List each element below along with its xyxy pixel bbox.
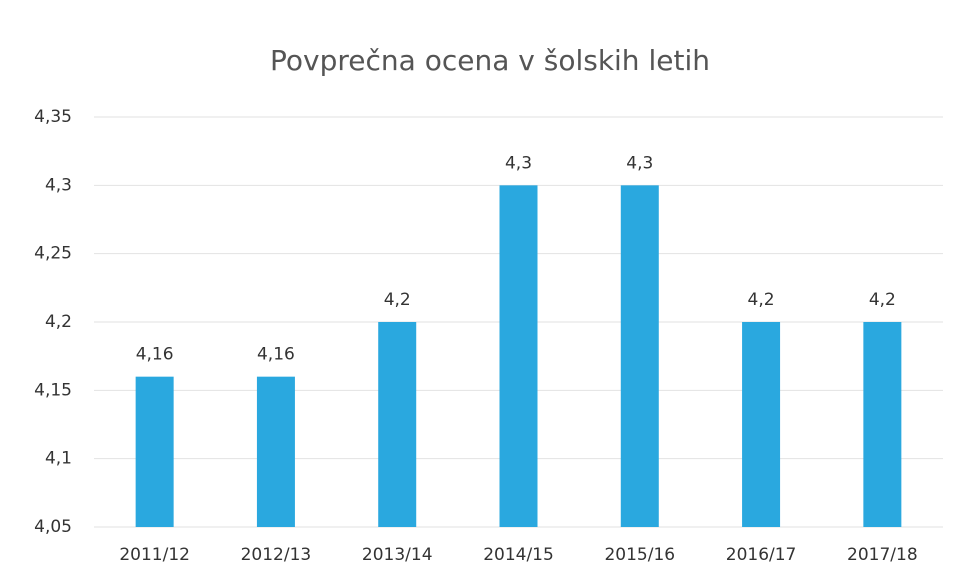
- x-tick-label: 2012/13: [241, 545, 312, 565]
- bar: [863, 322, 902, 527]
- bar: [378, 322, 417, 527]
- y-tick-label: 4,05: [34, 517, 72, 537]
- data-label: 4,2: [748, 290, 775, 310]
- y-tick-label: 4,35: [34, 107, 72, 127]
- data-label: 4,3: [505, 153, 532, 173]
- x-tick-label: 2013/14: [362, 545, 433, 565]
- data-label: 4,3: [626, 153, 653, 173]
- y-tick-label: 4,3: [45, 175, 72, 195]
- data-label: 4,2: [869, 290, 896, 310]
- data-label: 4,16: [136, 345, 174, 365]
- x-tick-label: 2014/15: [483, 545, 554, 565]
- y-tick-label: 4,15: [34, 380, 72, 400]
- y-tick-label: 4,2: [45, 312, 72, 332]
- data-label: 4,16: [257, 345, 295, 365]
- bar: [135, 376, 174, 527]
- data-label: 4,2: [384, 290, 411, 310]
- x-tick-label: 2016/17: [726, 545, 797, 565]
- y-tick-label: 4,1: [45, 449, 72, 469]
- bar: [499, 185, 538, 528]
- x-tick-label: 2011/12: [119, 545, 190, 565]
- x-tick-label: 2015/16: [604, 545, 675, 565]
- y-tick-label: 4,25: [34, 244, 72, 264]
- bar: [256, 376, 295, 527]
- bar: [742, 322, 781, 527]
- chart-title: Povprečna ocena v šolskih letih: [270, 44, 710, 77]
- bar: [620, 185, 659, 528]
- x-tick-label: 2017/18: [847, 545, 918, 565]
